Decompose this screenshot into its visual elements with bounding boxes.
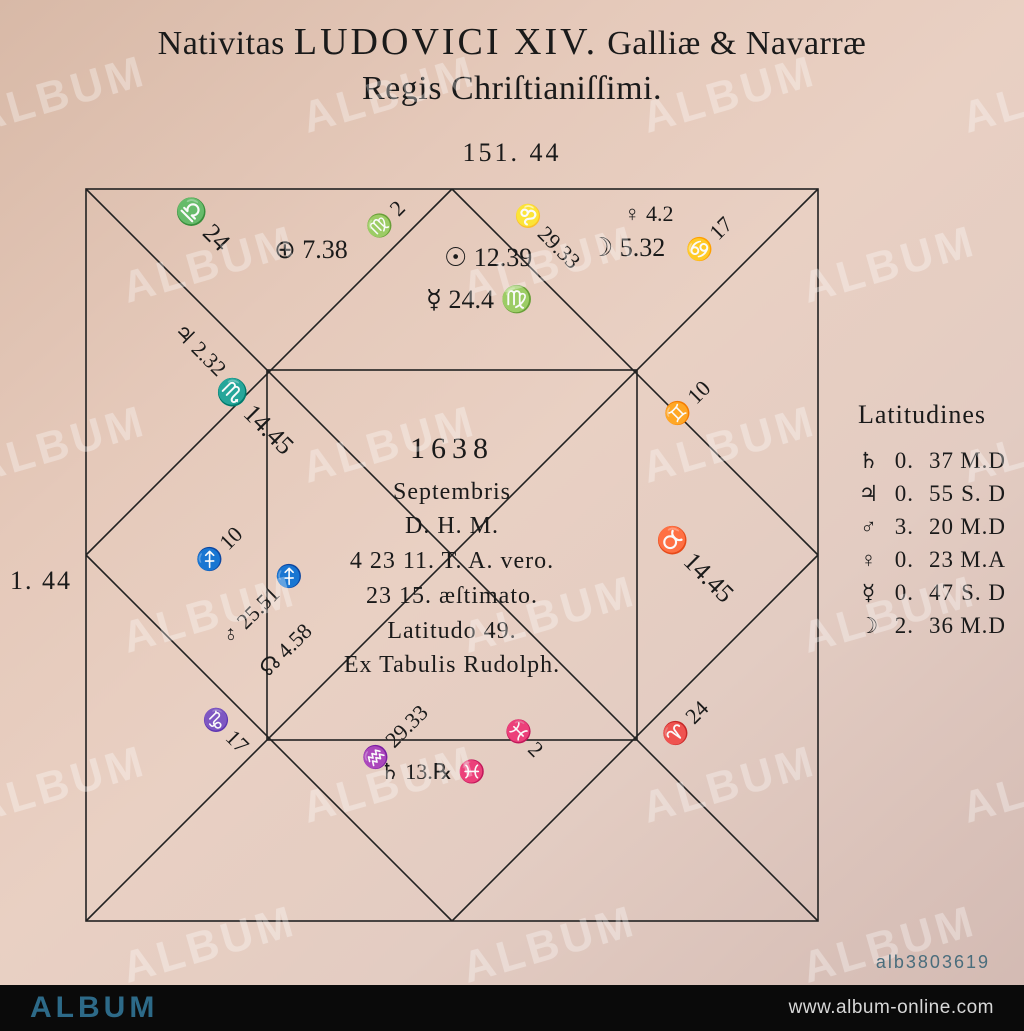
title-emph: LUDOVICI XIV.	[294, 21, 598, 63]
house-label: ☿ 24.4 ♍	[426, 285, 533, 315]
lat-dir: M.D	[960, 514, 1006, 540]
lat-deg: 2.	[886, 613, 914, 639]
footer-brand: ALBUM	[30, 991, 158, 1025]
lat-symbol: ♃	[858, 481, 880, 507]
lat-min: 55	[920, 481, 954, 507]
lat-deg: 3.	[886, 514, 914, 540]
lat-deg: 0.	[886, 448, 914, 474]
lat-min: 47	[920, 580, 954, 606]
house-label: ☉ 12.39	[444, 243, 532, 273]
horoscope-chart: 1638 Septembris D. H. M. 4 23 11. T. A. …	[82, 185, 822, 925]
latitudes-table: Latitudines ♄0.37M.D♃0.55S. D♂3.20M.D♀0.…	[858, 400, 1018, 646]
lat-symbol: ☽	[858, 613, 880, 639]
left-number: 1. 44	[10, 566, 72, 596]
page-title: Nativitas LUDOVICI XIV. Galliæ & Navarræ…	[0, 20, 1024, 108]
title-pre: Nativitas	[158, 25, 294, 62]
footer-bar: ALBUM www.album-online.com	[0, 985, 1024, 1031]
house-label: ♀ 4.2	[624, 201, 674, 227]
lat-dir: M.A	[960, 547, 1006, 573]
title-line2: Regis Chriſtianiſſimi.	[0, 70, 1024, 108]
latitudes-row: ☿0.47S. D	[858, 580, 1018, 606]
lat-dir: M.D	[960, 613, 1006, 639]
watermark-text: ALBUM	[797, 896, 983, 993]
watermark-text: ALBUM	[957, 736, 1024, 833]
lat-min: 23	[920, 547, 954, 573]
center-l1: Septembris	[344, 474, 560, 509]
center-l4: 23 15. æſtimato.	[344, 579, 560, 614]
lat-symbol: ♂	[858, 514, 880, 540]
house-label: ⊕ 7.38	[274, 235, 348, 265]
lat-min: 36	[920, 613, 954, 639]
lat-min: 20	[920, 514, 954, 540]
latitudes-row: ♄0.37M.D	[858, 448, 1018, 474]
house-label: ♄ 13.℞ ♓	[380, 759, 485, 785]
watermark-text: ALBUM	[797, 216, 983, 313]
lat-dir: S. D	[960, 481, 1006, 507]
lat-dir: S. D	[960, 580, 1006, 606]
latitudes-heading: Latitudines	[858, 400, 1018, 430]
lat-min: 37	[920, 448, 954, 474]
center-l6: Ex Tabulis Rudolph.	[344, 648, 560, 683]
center-l5: Latitudo 49.	[344, 614, 560, 649]
latitudes-row: ♀0.23M.A	[858, 547, 1018, 573]
house-label: ☽ 5.32	[590, 233, 665, 263]
latitudes-row: ♂3.20M.D	[858, 514, 1018, 540]
lat-symbol: ♀	[858, 547, 880, 573]
title-post: Galliæ & Navarræ	[598, 25, 866, 62]
lat-deg: 0.	[886, 481, 914, 507]
center-l2: D. H. M.	[344, 509, 560, 544]
chart-center-text: 1638 Septembris D. H. M. 4 23 11. T. A. …	[344, 427, 560, 683]
center-l3: 4 23 11. T. A. vero.	[344, 544, 560, 579]
lat-symbol: ☿	[858, 580, 880, 606]
lat-deg: 0.	[886, 580, 914, 606]
latitudes-row: ♃0.55S. D	[858, 481, 1018, 507]
lat-dir: M.D	[960, 448, 1006, 474]
latitudes-row: ☽2.36M.D	[858, 613, 1018, 639]
lat-deg: 0.	[886, 547, 914, 573]
top-number: 151. 44	[0, 138, 1024, 168]
image-id-overlay: alb3803619	[876, 952, 990, 973]
lat-symbol: ♄	[858, 448, 880, 474]
footer-url: www.album-online.com	[789, 997, 994, 1019]
center-year: 1638	[344, 427, 560, 471]
